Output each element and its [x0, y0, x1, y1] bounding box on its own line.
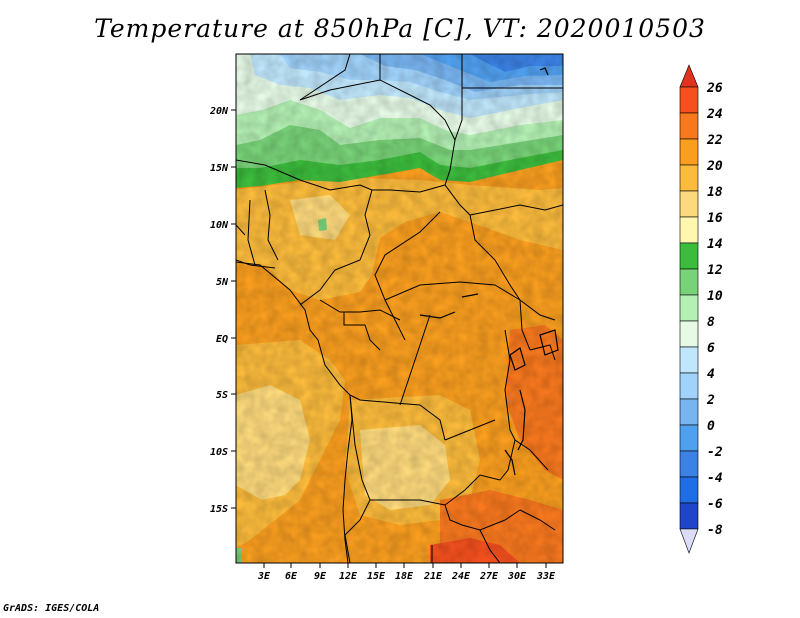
lon-label-27e: 27E — [479, 571, 499, 582]
colorbar: 26 24 22 20 18 16 14 12 10 8 6 4 2 0 -2 … — [679, 64, 723, 554]
lon-label-24e: 24E — [451, 571, 471, 582]
lon-label-9e: 9E — [314, 571, 327, 582]
colorbar-label-minus8: -8 — [707, 523, 723, 538]
colorbar-seg-22-24 — [679, 112, 699, 140]
colorbar-label-14: 14 — [707, 237, 723, 252]
colorbar-seg-minus8-minus6 — [679, 502, 699, 530]
colorbar-seg-12-14 — [679, 242, 699, 270]
colorbar-label-20: 20 — [706, 159, 723, 174]
colorbar-label-minus6: -6 — [707, 497, 723, 512]
colorbar-label-24: 24 — [706, 107, 723, 122]
colorbar-label-16: 16 — [707, 211, 723, 226]
colorbar-seg-4-6 — [679, 346, 699, 374]
lon-label-6e: 6E — [285, 571, 298, 582]
coastline — [236, 261, 353, 563]
colorbar-seg-20-22 — [679, 138, 699, 166]
colorbar-label-2: 2 — [706, 393, 715, 408]
colorbar-label-10: 10 — [707, 289, 723, 304]
field-texture — [236, 54, 563, 563]
colorbar-seg-6-8 — [679, 320, 699, 348]
colorbar-seg-10-12 — [679, 268, 699, 296]
colorbar-label-26: 26 — [706, 81, 723, 96]
colorbar-seg-2-4 — [679, 372, 699, 400]
lakes — [419, 67, 559, 476]
lat-label-eq: EQ — [216, 334, 228, 345]
lon-label-12e: 12E — [339, 571, 358, 582]
lon-label-30e: 30E — [507, 571, 527, 582]
colorbar-seg-8-10 — [679, 294, 699, 322]
map-title: Temperature at 850hPa [C], VT: 202001050… — [94, 14, 706, 43]
colorbar-label-22: 22 — [706, 133, 723, 148]
lon-label-18e: 18E — [395, 571, 414, 582]
lat-label-15n: 15N — [210, 163, 229, 174]
longitude-axis: 3E 6E 9E 12E 15E 18E 21E 24E 27E 30E 33E — [257, 563, 556, 582]
colorbar-seg-minus4-minus2 — [679, 450, 699, 478]
colorbar-label-4: 4 — [707, 367, 715, 382]
grads-credit: GrADS: IGES/COLA — [3, 603, 100, 614]
lat-label-10n: 10N — [210, 220, 229, 231]
lon-label-3e: 3E — [257, 571, 271, 582]
lon-label-15e: 15E — [367, 571, 386, 582]
colorbar-seg-minus2-0 — [679, 424, 699, 452]
lat-label-15s: 15S — [210, 504, 228, 515]
colorbar-label-minus2: -2 — [707, 445, 723, 460]
latitude-axis: 20N 15N 10N 5N EQ 5S 10S 15S — [209, 106, 236, 515]
colorbar-min-triangle — [679, 528, 699, 554]
lat-label-5s: 5S — [216, 390, 228, 401]
colorbar-label-12: 12 — [707, 263, 723, 278]
colorbar-label-minus4: -4 — [707, 471, 723, 486]
colorbar-label-8: 8 — [707, 315, 715, 330]
lon-label-33e: 33E — [536, 571, 556, 582]
colorbar-label-18: 18 — [707, 185, 723, 200]
lat-label-5n: 5N — [216, 277, 229, 288]
colorbar-max-triangle — [679, 64, 699, 88]
colorbar-seg-16-18 — [679, 190, 699, 218]
colorbar-label-6: 6 — [707, 341, 715, 356]
colorbar-seg-18-20 — [679, 164, 699, 192]
colorbar-seg-0-2 — [679, 398, 699, 426]
colorbar-seg-14-16 — [679, 216, 699, 244]
map-frame — [235, 53, 564, 564]
temperature-field — [236, 54, 563, 563]
lat-label-10s: 10S — [210, 447, 228, 458]
colorbar-seg-24-26 — [679, 86, 699, 114]
colorbar-seg-minus6-minus4 — [679, 476, 699, 504]
lat-label-20n: 20N — [209, 106, 229, 117]
lon-label-21e: 21E — [423, 571, 443, 582]
colorbar-label-0: 0 — [707, 419, 715, 434]
